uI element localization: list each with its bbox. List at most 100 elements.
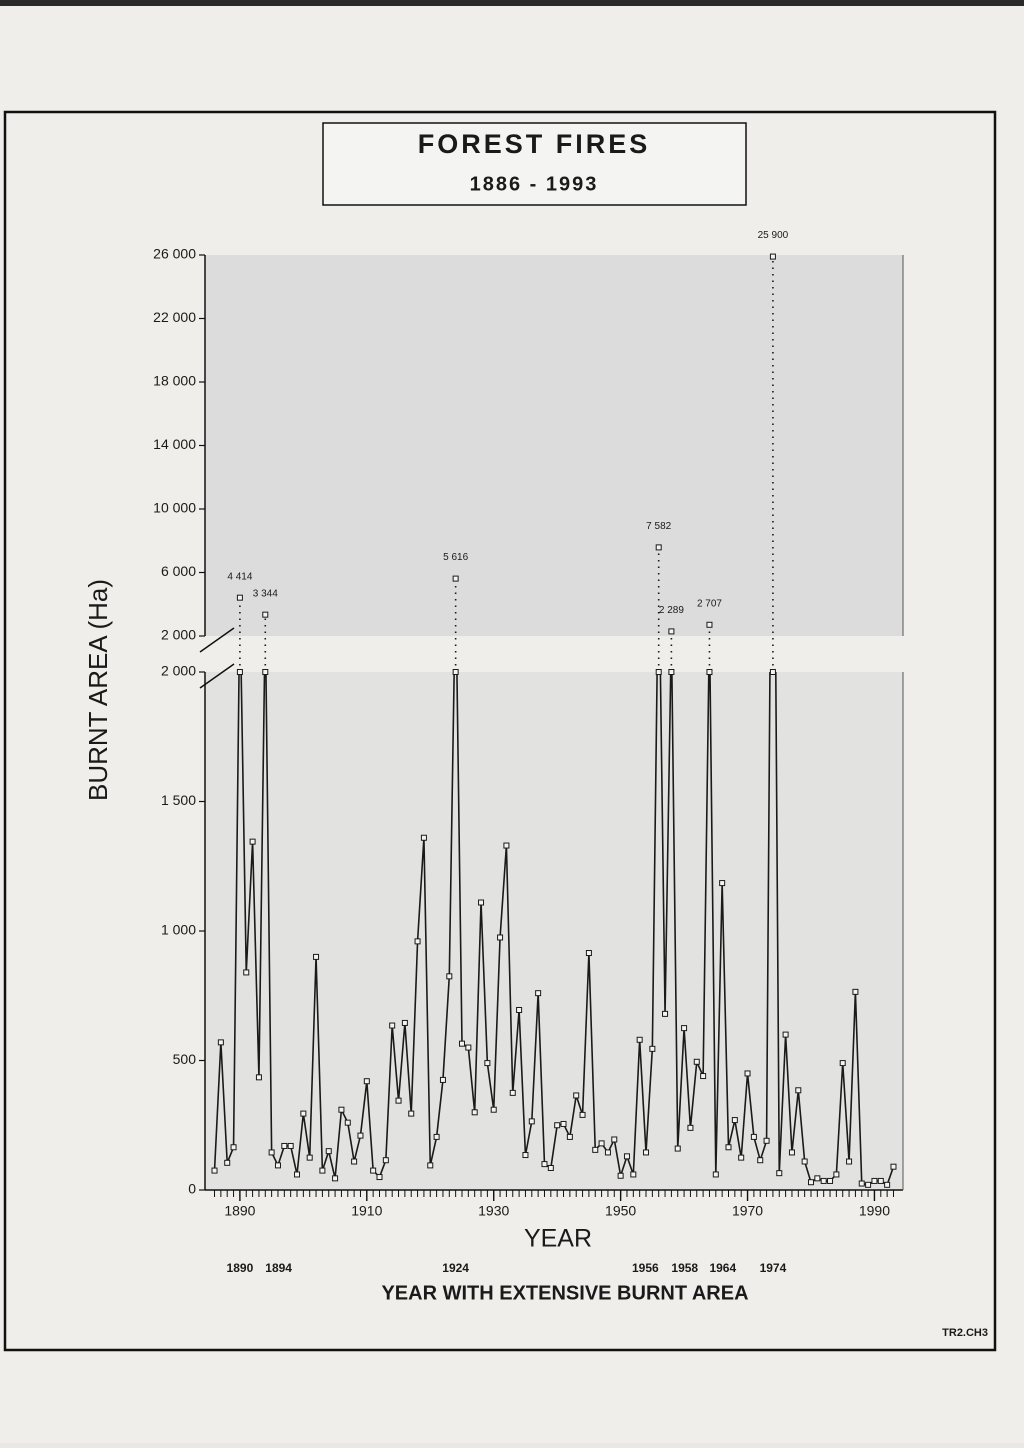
value-label: 5 616 — [443, 552, 468, 563]
data-point — [420, 834, 427, 841]
data-point — [839, 1060, 846, 1067]
break-marker — [655, 669, 662, 675]
y-tick-label: 2 000 — [161, 663, 196, 679]
data-point — [884, 1181, 891, 1188]
data-point — [363, 1078, 370, 1085]
data-point — [617, 1172, 624, 1179]
data-point — [877, 1177, 884, 1184]
data-point — [401, 1019, 408, 1026]
data-point — [750, 1133, 757, 1140]
extensive-year: 1956 — [632, 1261, 659, 1275]
break-marker — [452, 669, 459, 675]
break-marker — [769, 669, 776, 675]
value-label: 2 707 — [697, 598, 722, 609]
data-point — [827, 1177, 834, 1184]
value-label: 2 289 — [659, 605, 684, 616]
data-point — [890, 1163, 897, 1170]
extensive-year: 1974 — [760, 1261, 787, 1275]
y-tick-label: 26 000 — [153, 246, 196, 262]
data-point — [446, 973, 453, 980]
data-point — [458, 1040, 465, 1047]
data-point — [662, 1010, 669, 1017]
data-point — [681, 1025, 688, 1032]
data-point — [351, 1158, 358, 1165]
value-label: 3 344 — [253, 588, 278, 599]
data-point — [535, 990, 542, 997]
data-point — [623, 1153, 630, 1160]
data-point — [395, 1097, 402, 1104]
y-tick-label: 14 000 — [153, 436, 196, 452]
y-axis-label: BURNT AREA (Ha) — [83, 579, 113, 801]
data-point — [643, 1149, 650, 1156]
data-point — [490, 1106, 497, 1113]
data-point — [452, 575, 459, 582]
data-point — [344, 1119, 351, 1126]
data-point — [503, 842, 510, 849]
data-line — [213, 672, 895, 1186]
data-point — [522, 1152, 529, 1159]
data-point — [528, 1118, 535, 1125]
data-point — [757, 1157, 764, 1164]
data-point — [560, 1120, 567, 1127]
extensive-year: 1964 — [709, 1261, 736, 1275]
y-tick-label: 10 000 — [153, 500, 196, 516]
y-tick-label: 22 000 — [153, 309, 196, 325]
extensive-label: YEAR WITH EXTENSIVE BURNT AREA — [381, 1282, 748, 1304]
data-point — [319, 1167, 326, 1174]
y-tick-label: 1 000 — [161, 922, 196, 938]
data-point — [274, 1162, 281, 1169]
data-point — [471, 1109, 478, 1116]
x-tick-label: 1930 — [478, 1203, 509, 1219]
data-point — [325, 1148, 332, 1155]
chart-subtitle: 1886 - 1993 — [470, 173, 599, 195]
data-point — [414, 938, 421, 945]
data-point — [300, 1110, 307, 1117]
data-point — [865, 1181, 872, 1188]
x-tick-label: 1890 — [224, 1203, 255, 1219]
data-point — [846, 1158, 853, 1165]
x-axis-label: YEAR — [524, 1225, 592, 1253]
data-point — [712, 1171, 719, 1178]
data-point — [820, 1177, 827, 1184]
data-point — [769, 253, 776, 260]
data-point — [478, 899, 485, 906]
data-point — [370, 1167, 377, 1174]
data-point — [294, 1171, 301, 1178]
data-point — [313, 953, 320, 960]
y-tick-label: 2 000 — [161, 627, 196, 643]
data-point — [655, 544, 662, 551]
extensive-year: 1890 — [227, 1261, 254, 1275]
y-tick-label: 500 — [173, 1051, 197, 1067]
x-tick-label: 1990 — [859, 1203, 890, 1219]
data-point — [719, 880, 726, 887]
data-point — [566, 1133, 573, 1140]
data-point — [224, 1159, 231, 1166]
data-point — [852, 988, 859, 995]
data-point — [376, 1174, 383, 1181]
data-point — [236, 594, 243, 601]
data-point — [693, 1058, 700, 1065]
data-point — [287, 1142, 294, 1149]
y-tick-label: 1 500 — [161, 792, 196, 808]
break-marker — [706, 669, 713, 675]
data-point — [649, 1045, 656, 1052]
data-point — [858, 1180, 865, 1187]
data-point — [465, 1044, 472, 1051]
data-point — [833, 1171, 840, 1178]
title-box — [322, 122, 747, 206]
data-point — [281, 1142, 288, 1149]
y-tick-label: 0 — [188, 1181, 196, 1197]
data-point — [541, 1161, 548, 1168]
lower-panel — [205, 672, 903, 1190]
value-label: 4 414 — [227, 571, 252, 582]
data-point — [554, 1122, 561, 1129]
chart-title: FOREST FIRES — [418, 129, 651, 159]
data-point — [268, 1149, 275, 1156]
footer: TR2.CH3 — [942, 1327, 988, 1339]
photo-edge — [0, 0, 1024, 6]
x-tick-label: 1950 — [605, 1203, 636, 1219]
data-point — [573, 1092, 580, 1099]
value-label: 7 582 — [646, 521, 671, 532]
data-point — [706, 621, 713, 628]
